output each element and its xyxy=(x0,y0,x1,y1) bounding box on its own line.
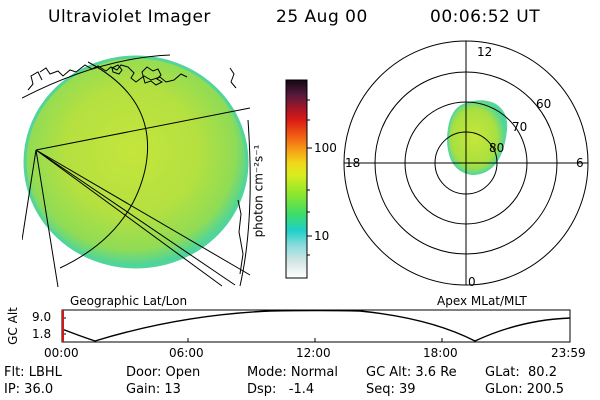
mlt-label-18: 18 xyxy=(345,156,361,170)
altitude-xtick-0000: 00:00 xyxy=(44,346,79,360)
altitude-xtick-0600: 06:00 xyxy=(169,346,204,360)
emission-disk xyxy=(23,55,249,269)
time-label: 00:06:52 UT xyxy=(430,7,541,27)
gc-alt-status: GC Alt: 3.6 Re xyxy=(366,365,457,380)
seq-status: Seq: 39 xyxy=(366,382,416,397)
date-label: 25 Aug 00 xyxy=(276,7,368,27)
altitude-curve xyxy=(61,309,571,342)
instrument-title: Ultraviolet Imager xyxy=(48,7,211,27)
door-status: Door: Open xyxy=(126,365,201,380)
mlt-label-6: 6 xyxy=(576,156,584,170)
geo-panel-caption: Geographic Lat/Lon xyxy=(70,294,188,308)
geographic-panel xyxy=(22,54,251,287)
altitude-ylabel: GC Alt xyxy=(5,307,20,345)
mode-status: Mode: Normal xyxy=(247,365,338,380)
coastline xyxy=(39,64,188,83)
colorbar-tick-100: 100 xyxy=(314,141,337,155)
altitude-ytick-1.8: 1.8 xyxy=(32,327,52,341)
current-time-marker xyxy=(62,310,64,342)
mlt-label-12: 12 xyxy=(477,45,493,59)
mlat-label-60: 60 xyxy=(536,97,552,111)
filter-status: Flt: LBHL xyxy=(4,365,62,380)
polar-panel xyxy=(343,40,589,286)
altitude-xtick-1800: 18:00 xyxy=(423,346,458,360)
glat-status: GLat: 80.2 xyxy=(485,365,557,380)
colorbar-unit-label: photon cm⁻²s⁻¹ xyxy=(251,144,266,238)
altitude-xtick-1200: 12:00 xyxy=(296,346,331,360)
glon-status: GLon: 200.5 xyxy=(485,382,565,397)
dsp-status: Dsp: -1.4 xyxy=(247,382,315,397)
ip-status: IP: 36.0 xyxy=(4,382,54,397)
altitude-plot xyxy=(61,309,571,343)
colorbar-tick-10: 10 xyxy=(314,229,330,243)
mlt-label-0: 0 xyxy=(468,275,476,289)
gain-status: Gain: 13 xyxy=(126,382,181,397)
altitude-xtick-2359: 23:59 xyxy=(551,346,586,360)
polar-panel-caption: Apex MLat/MLT xyxy=(437,294,527,308)
altitude-ytick-9: 9.0 xyxy=(32,310,52,324)
color-scale-bar xyxy=(285,79,308,279)
polar-emission xyxy=(447,100,508,176)
mlat-label-70: 70 xyxy=(512,120,528,134)
mlat-label-80: 80 xyxy=(489,141,505,155)
